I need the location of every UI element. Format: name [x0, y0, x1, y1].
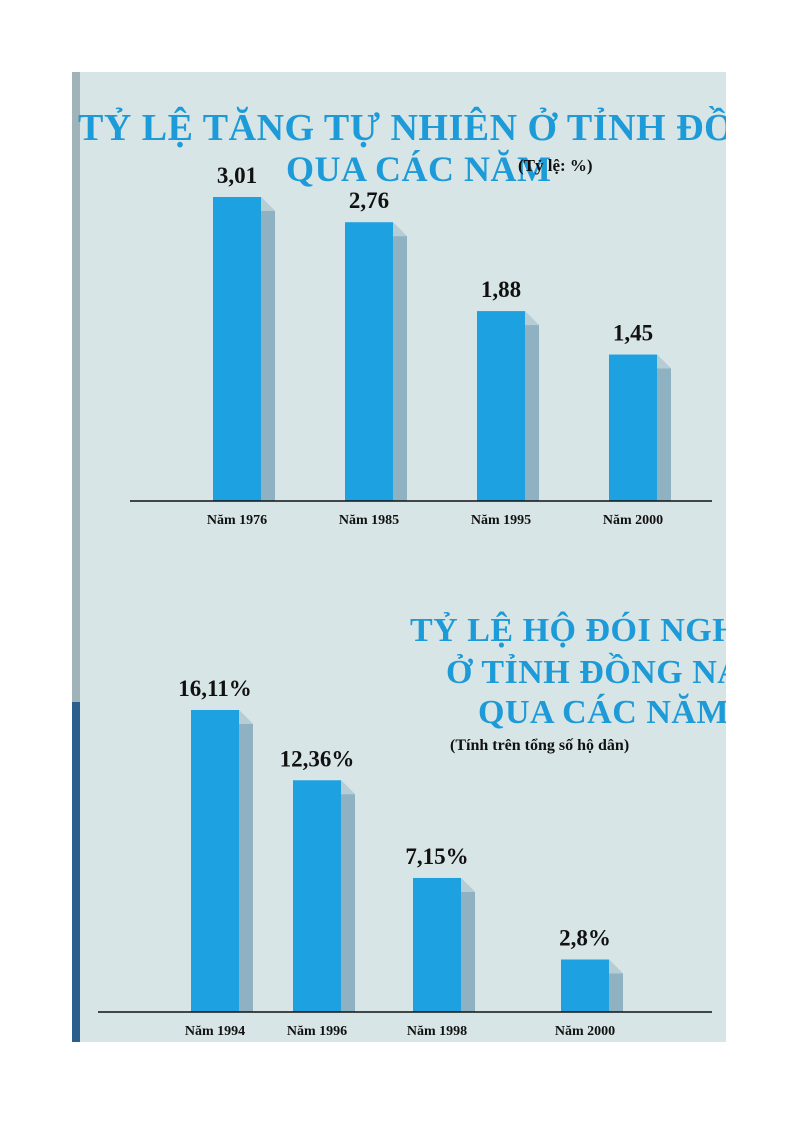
chart1-natural-growth: 3,01 Năm 1976 2,76 Năm 1985 1,88 Năm 1995 1,45…: [130, 163, 712, 528]
chart2-title-line-2: Ở TỈNH ĐỒNG NAI: [446, 654, 726, 691]
chart2-x-tick-label-2: Năm 1998: [407, 1024, 467, 1039]
chart1-bar-side-1: [393, 222, 407, 501]
chart2-bar-side-1: [341, 780, 355, 1012]
chart1-x-tick-label-0: Năm 1976: [207, 513, 267, 528]
chart1-x-tick-label-2: Năm 1995: [471, 513, 531, 528]
chart2-bar-2: [413, 877, 461, 1012]
chart2-x-tick-label-3: Năm 2000: [555, 1024, 615, 1039]
chart2-title-line-3: QUA CÁC NĂM: [478, 694, 726, 731]
chart1-bar-side-3: [657, 354, 671, 501]
chart1-title-line-2: QUA CÁC NĂM: [286, 149, 552, 189]
chart2-value-label-0: 16,11%: [178, 676, 251, 701]
chart1-bar-2: [477, 311, 525, 501]
chart1-bar-1: [345, 222, 393, 501]
chart1-value-label-3: 1,45: [613, 321, 653, 346]
chart2-bar-0: [191, 710, 239, 1012]
chart1-value-label-2: 1,88: [481, 277, 521, 302]
chart1-x-tick-label-3: Năm 2000: [603, 513, 663, 528]
chart1-x-tick-label-1: Năm 1985: [339, 513, 399, 528]
chart2-unit-note: (Tính trên tổng số hộ dân): [450, 737, 630, 754]
chart1-unit-note: (Tỷ lệ: %): [518, 156, 593, 175]
chart1-bar-side-0: [261, 197, 275, 501]
chart2-title-line-1: TỶ LỆ HỘ ĐÓI NGHÈO: [410, 612, 726, 649]
chart1-bar-0: [213, 197, 261, 501]
spine-mark: [72, 702, 80, 1042]
chart2-x-tick-label-0: Năm 1994: [185, 1024, 245, 1039]
page-panel: TỶ LỆ TĂNG TỰ NHIÊN Ở TỈNH ĐỒNG NAI QUA …: [72, 72, 726, 1042]
chart1-value-label-0: 3,01: [217, 163, 257, 188]
chart2-poverty-rate: 16,11% Năm 1994 12,36% Năm 1996 7,15% Năm 199…: [98, 676, 712, 1039]
chart1-value-label-1: 2,76: [349, 188, 389, 213]
book-spine: [72, 72, 80, 1042]
chart2-bar-3: [561, 959, 609, 1012]
chart2-bar-side-0: [239, 710, 253, 1012]
chart1-bar-3: [609, 354, 657, 501]
chart2-value-label-3: 2,8%: [559, 926, 611, 951]
chart1-title-line-1: TỶ LỆ TĂNG TỰ NHIÊN Ở TỈNH ĐỒNG NAI: [78, 107, 726, 149]
chart2-value-label-1: 12,36%: [280, 746, 355, 771]
chart2-x-tick-label-1: Năm 1996: [287, 1024, 347, 1039]
chart2-bar-side-2: [461, 877, 475, 1012]
chart2-bar-1: [293, 780, 341, 1012]
chart2-value-label-2: 7,15%: [405, 844, 468, 869]
chart1-bar-side-2: [525, 311, 539, 501]
